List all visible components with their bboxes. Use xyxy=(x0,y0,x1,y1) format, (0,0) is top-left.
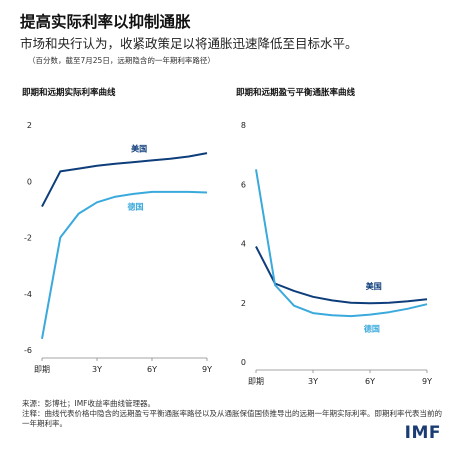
series-label-us: 美国 xyxy=(366,281,382,291)
right-panel-title: 即期和远期盈亏平衡通胀率曲线 xyxy=(236,88,356,98)
x-tick-label: 3Y xyxy=(308,377,318,386)
series-label-us: 美国 xyxy=(131,144,147,154)
y-tick-label: 6 xyxy=(241,180,246,189)
left-panel-title: 即期和远期实际利率曲线 xyxy=(22,88,116,98)
units-note: （百分数，截至7月25日，远期隐含的一年期利率路径） xyxy=(28,56,215,65)
x-tick-label: 即期 xyxy=(248,377,264,386)
y-tick-label: 2 xyxy=(27,121,32,130)
x-tick-label: 6Y xyxy=(147,365,157,374)
imf-logo: IMF xyxy=(404,423,441,443)
series-line-germany xyxy=(255,169,428,318)
y-tick-label: -6 xyxy=(24,346,32,355)
x-tick-label: 3Y xyxy=(92,365,102,374)
chart-subtitle: 市场和央行认为，收紧政策足以将通胀迅速降低至目标水平。 xyxy=(20,36,358,51)
y-tick-label: 4 xyxy=(241,240,246,249)
chart-title: 提高实际利率以抑制通胀 xyxy=(20,13,191,31)
x-tick-label: 9Y xyxy=(202,365,212,374)
x-tick-label: 9Y xyxy=(422,377,432,386)
footnote: 注释：曲线代表价格中隐含的远期盈亏平衡通胀率路径以及从通胀保值国债推导出的远期一… xyxy=(22,409,442,428)
source-note: 来源：彭博社；IMF收益率曲线管理器。 xyxy=(22,399,155,408)
y-tick-label: -2 xyxy=(24,234,32,243)
y-tick-label: -4 xyxy=(24,290,32,299)
series-label-germany: 德国 xyxy=(364,323,380,333)
series-line-us xyxy=(255,246,428,305)
x-tick-label: 即期 xyxy=(34,365,50,374)
series-label-germany: 德国 xyxy=(128,202,144,212)
y-tick-label: 8 xyxy=(241,121,246,130)
y-tick-label: 0 xyxy=(27,177,32,186)
series-line-us xyxy=(41,152,208,208)
y-tick-label: 2 xyxy=(241,299,246,308)
x-tick-label: 6Y xyxy=(365,377,375,386)
series-line-germany xyxy=(41,190,208,339)
y-tick-label: 0 xyxy=(241,358,246,367)
